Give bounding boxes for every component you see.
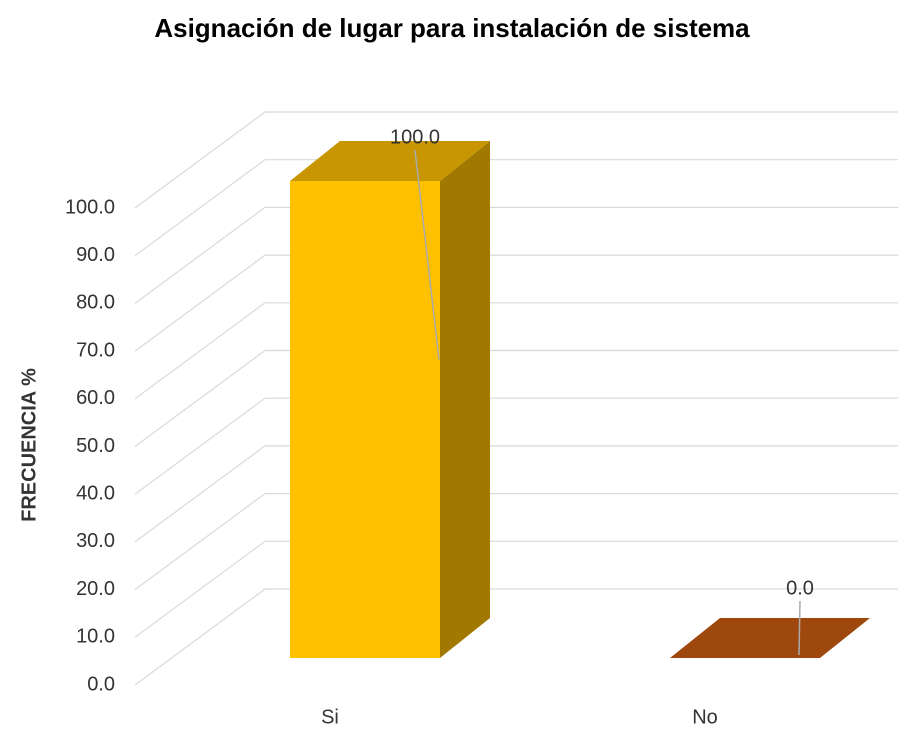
y-tick-label: 80.0 <box>76 292 115 314</box>
y-tick-label: 50.0 <box>76 435 115 457</box>
y-tick-label: 70.0 <box>76 339 115 361</box>
grid-line <box>134 349 898 447</box>
data-label: 0.0 <box>786 577 814 599</box>
bar <box>290 141 490 658</box>
y-tick-label: 90.0 <box>76 244 115 266</box>
grid-line <box>134 397 898 495</box>
leader-line <box>414 149 440 360</box>
bar-top <box>290 141 490 181</box>
bar-top <box>670 618 870 658</box>
grid-line <box>134 159 898 257</box>
y-tick-label: 30.0 <box>76 530 115 552</box>
y-tick-label: 40.0 <box>76 482 115 504</box>
grid-line <box>134 111 898 209</box>
grid-line <box>134 445 898 543</box>
y-tick-label: 20.0 <box>76 578 115 600</box>
y-tick-label: 100.0 <box>65 196 115 218</box>
y-tick-label: 0.0 <box>87 673 115 695</box>
grid-line <box>134 254 898 352</box>
y-axis-label: FRECUENCIA % <box>18 368 40 522</box>
grid-line <box>134 588 898 686</box>
y-tick-label: 10.0 <box>76 626 115 648</box>
leader-line <box>798 600 801 656</box>
data-label: 100.0 <box>390 126 440 148</box>
grid-line <box>134 493 898 591</box>
grid-line <box>134 302 898 400</box>
x-tick-label: No <box>692 706 718 728</box>
x-tick-label: Si <box>321 706 339 728</box>
grid-line <box>134 540 898 638</box>
grid-line <box>134 206 898 304</box>
y-tick-label: 60.0 <box>76 387 115 409</box>
bar-front <box>290 181 440 658</box>
chart-title: Asignación de lugar para instalación de … <box>154 13 750 43</box>
bar <box>670 618 870 658</box>
bar-side <box>440 141 490 658</box>
